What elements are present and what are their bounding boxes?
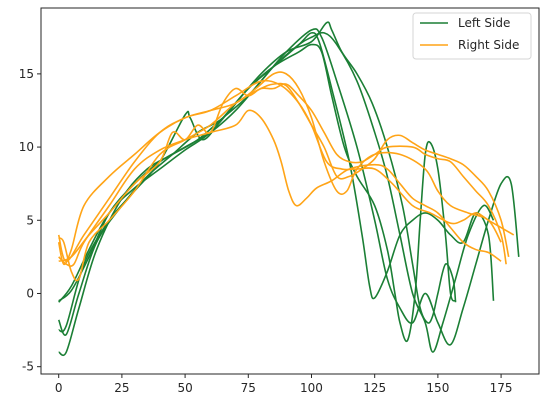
series-line-right-side-10 xyxy=(58,82,510,282)
x-tick-label: 150 xyxy=(426,381,449,395)
legend-label-right-side: Right Side xyxy=(458,38,519,52)
legend-label-left-side: Left Side xyxy=(458,16,510,30)
series-line-left-side-2 xyxy=(58,31,495,357)
y-tick-label: 10 xyxy=(19,140,34,154)
series-line-right-side-8 xyxy=(58,109,502,267)
series-layer xyxy=(57,21,520,357)
x-tick-label: 100 xyxy=(300,381,323,395)
legend: Left Side Right Side xyxy=(412,12,532,60)
x-tick-label: 175 xyxy=(490,381,513,395)
x-tick-label: 50 xyxy=(177,381,192,395)
x-tick-label: 0 xyxy=(55,381,63,395)
y-tick-label: 5 xyxy=(26,213,34,227)
x-tick-label: 25 xyxy=(114,381,129,395)
x-tick-label: 75 xyxy=(241,381,256,395)
y-tick-label: -5 xyxy=(22,360,34,374)
series-line-left-side-5 xyxy=(58,21,457,324)
series-line-right-side-9 xyxy=(58,83,507,265)
y-tick-label: 0 xyxy=(26,286,34,300)
y-tick-label: 15 xyxy=(19,67,34,81)
x-axis: 0 25 50 75 100 125 150 175 xyxy=(55,374,513,395)
plot-frame xyxy=(40,7,540,375)
y-axis: -5 0 5 10 15 xyxy=(19,67,41,374)
x-tick-label: 125 xyxy=(363,381,386,395)
legend-box xyxy=(412,12,532,60)
series-line-right-side-7 xyxy=(57,71,502,266)
